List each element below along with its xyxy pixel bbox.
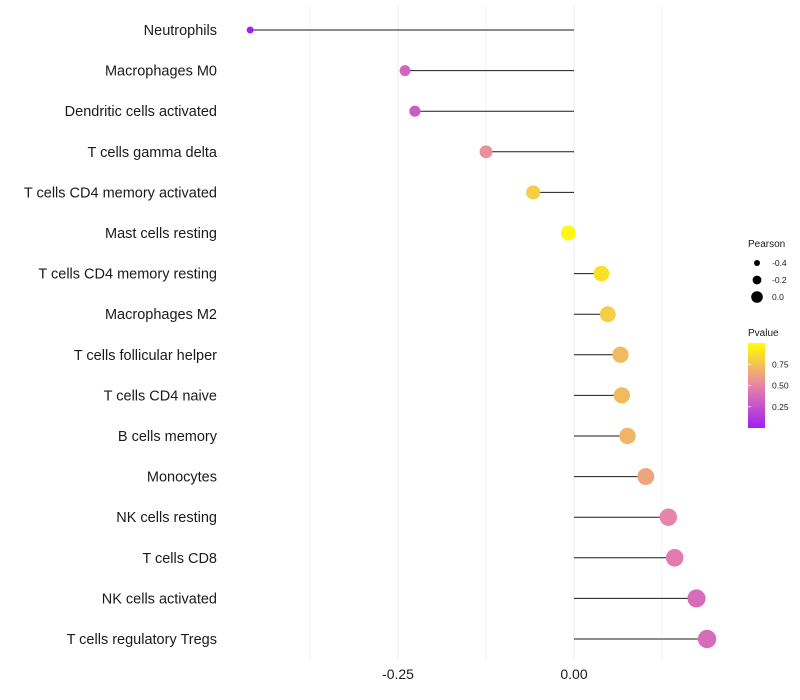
- color-legend-label: 0.50: [772, 381, 789, 391]
- y-axis-labels: Neutrophils Macrophages M0 Dendritic cells…: [24, 23, 218, 648]
- color-legend-title: Pvalue: [748, 328, 779, 339]
- lollipop-point: [599, 306, 616, 323]
- category-label: T cells regulatory Tregs: [67, 632, 217, 648]
- category-label: T cells CD4 memory resting: [38, 267, 217, 283]
- size-legend-label: -0.4: [772, 258, 787, 268]
- lollipop-point: [526, 185, 541, 200]
- lollipop-point: [697, 629, 717, 649]
- size-legend-key: [754, 260, 760, 266]
- color-legend-label: 0.75: [772, 359, 789, 369]
- category-label: T cells CD4 naive: [104, 388, 217, 404]
- category-label: Monocytes: [147, 470, 217, 486]
- size-legend-label: -0.2: [772, 275, 787, 285]
- lollipop-point: [637, 468, 655, 486]
- category-label: T cells CD8: [142, 551, 217, 567]
- x-axis-labels: -0.25 0.00: [382, 666, 588, 682]
- lollipop-point: [409, 105, 421, 117]
- grid-lines: [309, 5, 663, 660]
- color-legend-label: 0.25: [772, 402, 789, 412]
- category-label: NK cells activated: [102, 591, 217, 607]
- lollipop-point: [612, 346, 629, 363]
- category-label: Macrophages M2: [105, 307, 217, 323]
- lollipop-point: [246, 26, 254, 34]
- size-legend-title: Pearson: [748, 239, 785, 250]
- size-legend-items: -0.4 -0.2 0.0: [751, 258, 787, 303]
- lollipop-point: [399, 65, 411, 77]
- lollipop-point: [665, 548, 684, 567]
- lollipop-point: [687, 589, 706, 608]
- category-label: Neutrophils: [144, 23, 217, 39]
- lollipop-point: [659, 508, 678, 526]
- lollipop-point: [619, 427, 636, 445]
- category-label: B cells memory: [118, 429, 218, 445]
- size-legend-label: 0.0: [772, 292, 784, 302]
- category-label: Dendritic cells activated: [65, 104, 217, 120]
- category-label: Mast cells resting: [105, 226, 217, 242]
- category-label: Macrophages M0: [105, 64, 217, 80]
- color-legend-bar: [748, 343, 765, 428]
- legend: Pearson -0.4 -0.2 0.0 Pvalue 0.75 0.50 0.25: [748, 239, 789, 428]
- lollipop-point: [560, 225, 576, 241]
- lollipop-point: [593, 265, 610, 282]
- category-label: T cells follicular helper: [74, 348, 217, 364]
- color-legend-items: 0.75 0.50 0.25: [748, 359, 789, 412]
- lollipop-segments: [250, 29, 708, 640]
- size-legend-key: [752, 275, 762, 285]
- category-label: NK cells resting: [116, 510, 217, 526]
- x-tick-label: -0.25: [382, 666, 414, 682]
- category-label: T cells gamma delta: [88, 145, 218, 161]
- lollipop-point: [479, 145, 493, 159]
- x-tick-label: 0.00: [560, 666, 587, 682]
- size-legend-key: [751, 291, 763, 303]
- category-label: T cells CD4 memory activated: [24, 185, 217, 201]
- lollipop-point: [613, 387, 631, 404]
- lollipop-points: [246, 26, 717, 649]
